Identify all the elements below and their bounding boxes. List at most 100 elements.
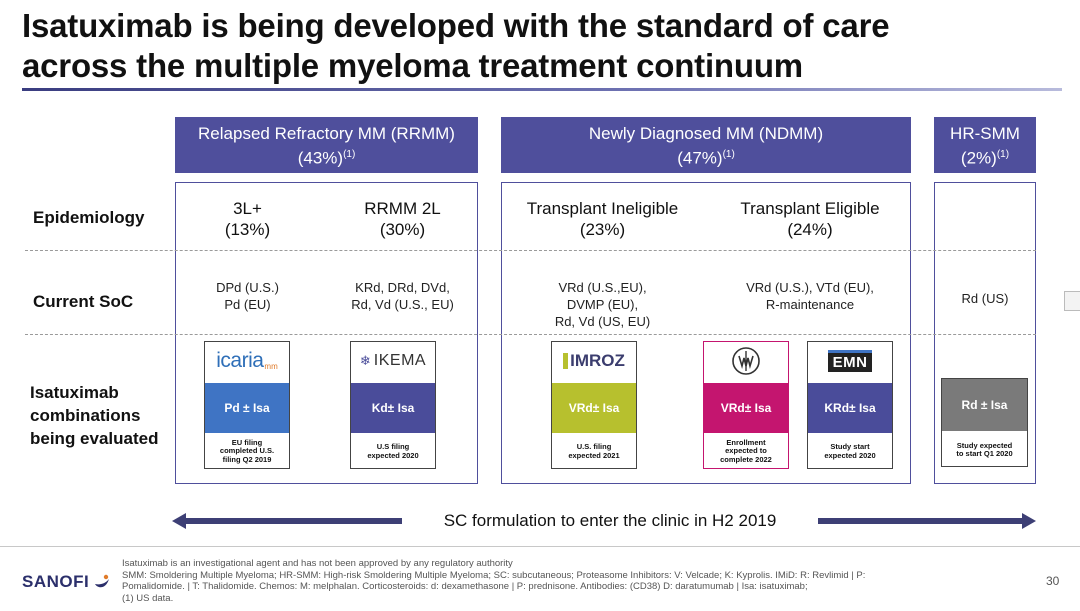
row-label-current-soc: Current SoC: [33, 292, 134, 311]
epi-3l-plus: 3L+ (13%): [185, 198, 310, 240]
trial-card-icaria: icaria mm Pd ± Isa EU filing completed U.S…: [204, 341, 290, 469]
icaria-logo-text: icaria: [216, 349, 264, 372]
gmmg-logo: [704, 342, 788, 380]
note-line: to start Q1 2020: [956, 449, 1013, 458]
footnote-line: Isatuximab is an investigational agent a…: [122, 558, 513, 569]
trial-regimen-band: VRd± Isa: [704, 383, 788, 433]
slide-title: Isatuximab is being developed with the s…: [22, 6, 1062, 86]
imroz-logo-text: IMROZ: [570, 351, 625, 370]
soc-line: KRd, DRd, DVd,: [355, 280, 450, 295]
trial-card-emn: EMN KRd± Isa Study start expected 2020: [807, 341, 893, 469]
header-rrmm-pct: (43%): [297, 148, 344, 168]
soc-transplant-eligible: VRd (U.S.), VTd (EU), R-maintenance: [715, 279, 905, 313]
footnote-line: Pomalidomide. | T: Thalidomide. Chemos: …: [122, 581, 808, 592]
soc-3l-plus: DPd (U.S.) Pd (EU): [185, 279, 310, 313]
epi-name: Transplant Eligible: [740, 199, 880, 218]
header-hrsmm-name: HR-SMM: [950, 124, 1020, 143]
row-label-isatuximab: Isatuximab combinations being evaluated: [30, 381, 158, 450]
trial-status-note: EU filing completed U.S. filing Q2 2019: [205, 435, 289, 468]
footnotes: Isatuximab is an investigational agent a…: [122, 558, 1022, 604]
trial-status-note: U.S filing expected 2020: [351, 435, 435, 468]
imroz-logo: IMROZ: [552, 342, 636, 380]
note-line: complete 2022: [720, 454, 772, 464]
row-separator-1: [25, 250, 1036, 251]
note-line: U.S filing: [376, 442, 410, 451]
trial-card-hrsmm: Rd ± Isa Study expected to start Q1 2020: [941, 378, 1028, 467]
trial-regimen-band: VRd± Isa: [552, 383, 636, 433]
title-divider: [22, 88, 1062, 91]
arrow-left-icon: [172, 513, 186, 529]
header-ndmm: Newly Diagnosed MM (NDMM) (47%)(1): [501, 117, 911, 173]
soc-transplant-ineligible: VRd (U.S.,EU), DVMP (EU), Rd, Vd (US, EU…: [505, 279, 700, 330]
trial-regimen-band: Rd ± Isa: [942, 379, 1027, 431]
row-label-epidemiology: Epidemiology: [33, 208, 145, 227]
header-rrmm: Relapsed Refractory MM (RRMM) (43%)(1): [175, 117, 478, 173]
row-label-isa-line2: combinations: [30, 406, 141, 425]
note-line: Enrollment: [726, 437, 766, 447]
note-line: filing Q2 2019: [222, 454, 272, 464]
ikema-logo: ❄ IKEMA: [351, 342, 435, 380]
header-rrmm-name: Relapsed Refractory MM (RRMM): [198, 124, 455, 143]
trial-card-ikema: ❄ IKEMA Kd± Isa U.S filing expected 2020: [350, 341, 436, 469]
epi-name: RRMM 2L: [364, 199, 441, 218]
header-hrsmm-ref: (1): [996, 149, 1010, 160]
epi-pct: (13%): [224, 220, 271, 239]
soc-line: R-maintenance: [765, 297, 855, 312]
soc-line: DVMP (EU),: [566, 297, 639, 312]
header-hrsmm: HR-SMM (2%)(1): [934, 117, 1036, 173]
sc-formulation-text: SC formulation to enter the clinic in H2…: [443, 511, 777, 530]
sanofi-logo-text: SANOFI: [22, 572, 90, 591]
soc-line: Rd, Vd (U.S., EU): [351, 297, 454, 312]
imroz-bar-icon: [563, 353, 569, 369]
icaria-logo: icaria mm: [205, 342, 289, 380]
emblem-icon: [732, 347, 760, 375]
arrow-line-left: [184, 518, 402, 524]
footer-divider: [0, 546, 1080, 547]
emn-logo: EMN: [808, 342, 892, 380]
row-label-isa-line1: Isatuximab: [30, 383, 119, 402]
footnote-line: (1) US data.: [122, 592, 174, 604]
header-hrsmm-pct: (2%): [960, 148, 997, 168]
note-line: completed U.S.: [219, 446, 275, 456]
trial-regimen-band: Pd ± Isa: [205, 383, 289, 433]
soc-line: DPd (U.S.): [216, 280, 279, 295]
slide-title-line1: Isatuximab is being developed with the s…: [22, 7, 890, 44]
soc-line: VRd (U.S.), VTd (EU),: [746, 280, 874, 295]
arrow-line-right: [818, 518, 1024, 524]
slide-title-line2: across the multiple myeloma treatment co…: [22, 47, 803, 84]
soc-line: Rd, Vd (US, EU): [554, 314, 651, 329]
epi-name: Transplant Ineligible: [526, 199, 679, 218]
epi-transplant-ineligible: Transplant Ineligible (23%): [505, 198, 700, 240]
trial-status-note: Enrollment expected to complete 2022: [704, 435, 788, 468]
note-line: expected 2020: [824, 450, 876, 460]
note-line: U.S. filing: [576, 442, 612, 451]
header-ndmm-pct: (47%): [677, 148, 723, 168]
soc-rrmm-2l: KRd, DRd, DVd, Rd, Vd (U.S., EU): [330, 279, 475, 313]
header-rrmm-ref: (1): [343, 149, 356, 160]
header-ndmm-name: Newly Diagnosed MM (NDMM): [588, 124, 824, 143]
edge-tab: [1064, 291, 1080, 311]
epi-name: 3L+: [233, 199, 262, 218]
page-number: 30: [1046, 574, 1060, 588]
arrow-right-icon: [1022, 513, 1036, 529]
emn-logo-text: EMN: [827, 350, 873, 372]
footnote-line: SMM: Smoldering Multiple Myeloma; HR-SMM…: [122, 569, 866, 581]
trial-regimen-band: KRd± Isa: [808, 383, 892, 433]
epi-pct: (24%): [787, 220, 833, 239]
note-line: expected 2021: [568, 450, 620, 460]
soc-line: VRd (U.S.,EU),: [558, 280, 647, 295]
trial-status-note: Study start expected 2020: [808, 435, 892, 468]
note-line: EU filing: [231, 437, 263, 447]
epi-pct: (30%): [379, 220, 426, 239]
ikema-logo-text: IKEMA: [373, 352, 427, 369]
epi-rrmm-2l: RRMM 2L (30%): [330, 198, 475, 240]
header-ndmm-ref: (1): [722, 149, 735, 160]
row-separator-2: [25, 334, 1036, 335]
sanofi-logo: SANOFI: [22, 572, 111, 592]
epi-transplant-eligible: Transplant Eligible (24%): [715, 198, 905, 240]
snowflake-icon: ❄: [359, 353, 371, 368]
trial-status-note: Study expected to start Q1 2020: [942, 434, 1027, 466]
soc-line: Rd (US): [961, 291, 1009, 306]
trial-regimen-band: Kd± Isa: [351, 383, 435, 433]
trial-card-gmmg: VRd± Isa Enrollment expected to complete 2…: [703, 341, 789, 469]
